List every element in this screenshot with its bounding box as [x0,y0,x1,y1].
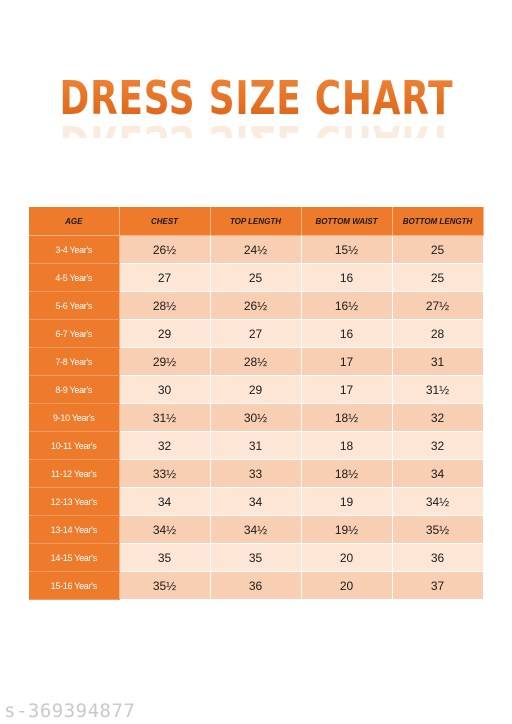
cell-top-length: 26½ [210,291,302,320]
cell-bottom-waist: 18½ [301,403,393,432]
header-chest: CHEST [119,207,211,236]
cell-age: 9-10 Year's [29,403,120,432]
cell-bottom-length: 35½ [392,515,484,544]
cell-bottom-length: 34 [392,459,484,488]
cell-age: 10-11 Year's [29,431,120,460]
cell-chest: 29½ [119,347,211,376]
size-table: AGE CHEST TOP LENGTH BOTTOM WAIST BOTTOM… [29,207,484,600]
cell-top-length: 27 [210,319,302,348]
cell-top-length: 34 [210,487,302,516]
cell-bottom-waist: 15½ [301,235,393,264]
cell-chest: 28½ [119,291,211,320]
cell-bottom-waist: 20 [301,571,393,600]
table-row: 4-5 Year's 27 25 16 25 [29,263,484,292]
cell-age: 4-5 Year's [29,263,120,292]
cell-age: 7-8 Year's [29,347,120,376]
header-age: AGE [29,207,120,236]
cell-bottom-length: 31½ [392,375,484,404]
cell-top-length: 25 [210,263,302,292]
header-bottom-length: BOTTOM LENGTH [392,207,484,236]
cell-top-length: 36 [210,571,302,600]
cell-chest: 26½ [119,235,211,264]
table-row: 15-16 Year's 35½ 36 20 37 [29,571,484,600]
cell-bottom-length: 25 [392,263,484,292]
table-body: 3-4 Year's 26½ 24½ 15½ 25 4-5 Year's 27 25 16 25 5… [29,235,484,600]
cell-bottom-length: 36 [392,543,484,572]
cell-age: 6-7 Year's [29,319,120,348]
table-row: 14-15 Year's 35 35 20 36 [29,543,484,572]
cell-bottom-length: 37 [392,571,484,600]
cell-bottom-length: 31 [392,347,484,376]
table-header-row: AGE CHEST TOP LENGTH BOTTOM WAIST BOTTOM… [29,207,484,236]
cell-top-length: 31 [210,431,302,460]
cell-top-length: 28½ [210,347,302,376]
cell-age: 14-15 Year's [29,543,120,572]
cell-age: 8-9 Year's [29,375,120,404]
table-row: 6-7 Year's 29 27 16 28 [29,319,484,348]
cell-top-length: 24½ [210,235,302,264]
cell-chest: 33½ [119,459,211,488]
cell-age: 3-4 Year's [29,235,120,264]
cell-chest: 34½ [119,515,211,544]
cell-bottom-length: 28 [392,319,484,348]
cell-chest: 29 [119,319,211,348]
cell-bottom-waist: 17 [301,375,393,404]
cell-top-length: 29 [210,375,302,404]
cell-bottom-waist: 18 [301,431,393,460]
cell-chest: 32 [119,431,211,460]
table-row: 3-4 Year's 26½ 24½ 15½ 25 [29,235,484,264]
cell-bottom-waist: 16 [301,263,393,292]
table-row: 13-14 Year's 34½ 34½ 19½ 35½ [29,515,484,544]
table-row: 8-9 Year's 30 29 17 31½ [29,375,484,404]
cell-bottom-waist: 16½ [301,291,393,320]
watermark: s-369394877 [4,700,136,722]
cell-age: 12-13 Year's [29,487,120,516]
cell-bottom-waist: 19 [301,487,393,516]
table-row: 5-6 Year's 28½ 26½ 16½ 27½ [29,291,484,320]
chart-title-container: DRESS SIZE CHART [0,68,512,148]
cell-chest: 27 [119,263,211,292]
cell-age: 15-16 Year's [29,571,120,600]
cell-bottom-length: 25 [392,235,484,264]
cell-age: 5-6 Year's [29,291,120,320]
cell-bottom-waist: 20 [301,543,393,572]
table-row: 10-11 Year's 32 31 18 32 [29,431,484,460]
table-row: 12-13 Year's 34 34 19 34½ [29,487,484,516]
cell-bottom-length: 32 [392,431,484,460]
cell-age: 13-14 Year's [29,515,120,544]
table-row: 7-8 Year's 29½ 28½ 17 31 [29,347,484,376]
cell-top-length: 35 [210,543,302,572]
cell-chest: 35½ [119,571,211,600]
cell-bottom-waist: 16 [301,319,393,348]
cell-bottom-length: 27½ [392,291,484,320]
title-reflection-text: DRESS SIZE CHART [59,112,453,138]
cell-bottom-length: 32 [392,403,484,432]
table-row: 9-10 Year's 31½ 30½ 18½ 32 [29,403,484,432]
header-top-length: TOP LENGTH [210,207,302,236]
table-row: 11-12 Year's 33½ 33 18½ 34 [29,459,484,488]
cell-top-length: 34½ [210,515,302,544]
cell-chest: 30 [119,375,211,404]
cell-bottom-waist: 18½ [301,459,393,488]
page-title: DRESS SIZE CHART [59,68,453,128]
cell-bottom-waist: 19½ [301,515,393,544]
cell-bottom-length: 34½ [392,487,484,516]
cell-chest: 35 [119,543,211,572]
cell-top-length: 30½ [210,403,302,432]
cell-chest: 31½ [119,403,211,432]
cell-age: 11-12 Year's [29,459,120,488]
cell-chest: 34 [119,487,211,516]
cell-bottom-waist: 17 [301,347,393,376]
cell-top-length: 33 [210,459,302,488]
title-reflection: DRESS SIZE CHART [0,112,512,138]
header-bottom-waist: BOTTOM WAIST [301,207,393,236]
